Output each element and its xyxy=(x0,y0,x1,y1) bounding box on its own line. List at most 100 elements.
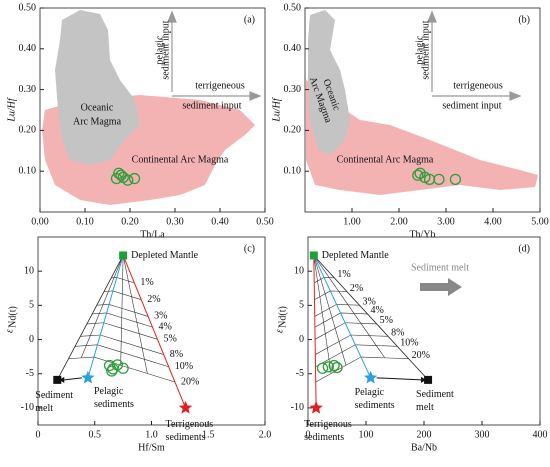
y-axis-label: Lu/Hf xyxy=(6,97,17,123)
x-tick-label: 2.0 xyxy=(259,429,272,440)
mixing-label: 20% xyxy=(412,350,430,361)
end-member xyxy=(53,375,62,384)
y-tick-label: 0.30 xyxy=(284,84,302,95)
mixing-curve xyxy=(80,334,164,355)
sample-point xyxy=(412,169,424,181)
x-tick-label: 1.0 xyxy=(145,429,158,440)
mixing-curve xyxy=(314,290,347,300)
panel-label: (a) xyxy=(244,14,255,25)
y-tick-label: 5 xyxy=(299,300,304,311)
continental-region xyxy=(306,80,538,195)
mixing-curve xyxy=(111,277,135,284)
mixing-label: 2% xyxy=(350,283,363,294)
end-member xyxy=(424,375,433,384)
mixing-curve xyxy=(314,304,360,317)
x-axis-label: Th/La xyxy=(140,229,165,240)
region-label: Oceanic xyxy=(81,102,114,113)
panel-label: (d) xyxy=(518,243,530,254)
y-tick-label: 0.40 xyxy=(19,43,37,54)
mixing-curve xyxy=(96,304,149,317)
y-axis-label: ε xyxy=(4,329,15,333)
mixing-curve xyxy=(314,322,377,340)
oceanic-region xyxy=(55,10,140,165)
end-member-label: Terrigenous xyxy=(166,419,214,430)
mixing-curve xyxy=(315,344,398,368)
x-tick-label: 0 xyxy=(36,429,41,440)
y-tick-label: -5 xyxy=(296,368,304,379)
mixing-label: 4% xyxy=(371,305,384,316)
end-member-label: melt xyxy=(416,402,434,413)
sample-point xyxy=(433,173,445,186)
panel-label: (c) xyxy=(244,243,255,254)
mixing-curve xyxy=(86,322,158,340)
melt-arrow-head xyxy=(59,376,65,383)
sample-point xyxy=(103,359,116,372)
x-tick-label: 0.40 xyxy=(211,216,229,227)
end-member-label: Pelagic xyxy=(94,386,124,397)
y-tick-label: 0 xyxy=(299,334,304,345)
mixing-label: 4% xyxy=(158,321,171,332)
annotation: terrigeneous xyxy=(195,80,245,91)
end-member-label: sediments xyxy=(355,400,395,411)
x-tick-label: 5.00 xyxy=(531,216,549,227)
sample-point xyxy=(115,169,127,181)
mixing-label: 5% xyxy=(163,334,176,345)
mixing-label: 10% xyxy=(400,338,418,349)
x-tick-label: 0 xyxy=(306,429,311,440)
sample-point xyxy=(322,361,334,373)
mixing-curve xyxy=(75,344,169,368)
region-label: Arc Magma xyxy=(73,116,122,127)
y-tick-label: 10 xyxy=(24,265,34,276)
plot-frame xyxy=(304,7,541,213)
end-member xyxy=(81,370,95,384)
mixing-fan xyxy=(313,255,386,359)
mixing-curve xyxy=(315,356,409,383)
sample-point xyxy=(328,359,340,372)
y-tick-label: -5 xyxy=(26,368,34,379)
x-tick-label: 0.20 xyxy=(121,216,139,227)
mixing-fan xyxy=(313,255,332,374)
mixing-label: 10% xyxy=(175,361,193,372)
melt-arrow-head xyxy=(421,376,427,383)
mixing-line xyxy=(313,255,372,379)
panel-label: (b) xyxy=(518,14,530,25)
mixing-label: 8% xyxy=(391,328,404,339)
annotation: pelagic xyxy=(154,35,165,64)
x-tick-label: 1.5 xyxy=(202,429,215,440)
mixing-curve xyxy=(315,334,389,355)
mixing-label: 20% xyxy=(181,376,199,387)
x-tick-label: 100 xyxy=(359,429,374,440)
plot-frame xyxy=(39,7,266,213)
oceanic-region xyxy=(308,10,350,155)
y-tick-label: -10 xyxy=(21,402,34,413)
y-tick-label: 0 xyxy=(29,334,34,345)
y-tick-label: 0.20 xyxy=(19,125,37,136)
y-axis-label-sub: Nd(t) xyxy=(277,306,288,328)
sample-point xyxy=(117,362,129,374)
sample-point xyxy=(128,172,141,185)
end-member xyxy=(309,400,323,414)
sample-point xyxy=(449,173,462,186)
sample-point xyxy=(111,359,124,371)
x-tick-label: 400 xyxy=(533,429,548,440)
x-tick-label: 0.5 xyxy=(89,429,102,440)
x-tick-label: 3.00 xyxy=(437,216,455,227)
end-member xyxy=(364,370,378,384)
y-axis-label-sub: Nd(t) xyxy=(7,306,18,328)
y-tick-label: 0.30 xyxy=(19,84,37,95)
y-tick-label: 0.50 xyxy=(19,2,37,13)
annotation: Sediment melt xyxy=(411,262,469,273)
y-tick-label: 10 xyxy=(294,265,304,276)
end-member-label: sediments xyxy=(304,432,344,443)
y-tick-label: 0.50 xyxy=(284,2,302,13)
y-tick-label: 0.10 xyxy=(284,165,302,176)
annotation: terrigeneous xyxy=(453,80,503,91)
mixing-label: 2% xyxy=(147,294,160,305)
sample-point xyxy=(331,361,343,374)
x-tick-label: 300 xyxy=(475,429,490,440)
end-member-label: Sediment xyxy=(35,390,73,401)
y-tick-label: 0.20 xyxy=(284,125,302,136)
melt-arrow xyxy=(376,377,422,381)
annotation: sediment input xyxy=(442,100,501,111)
